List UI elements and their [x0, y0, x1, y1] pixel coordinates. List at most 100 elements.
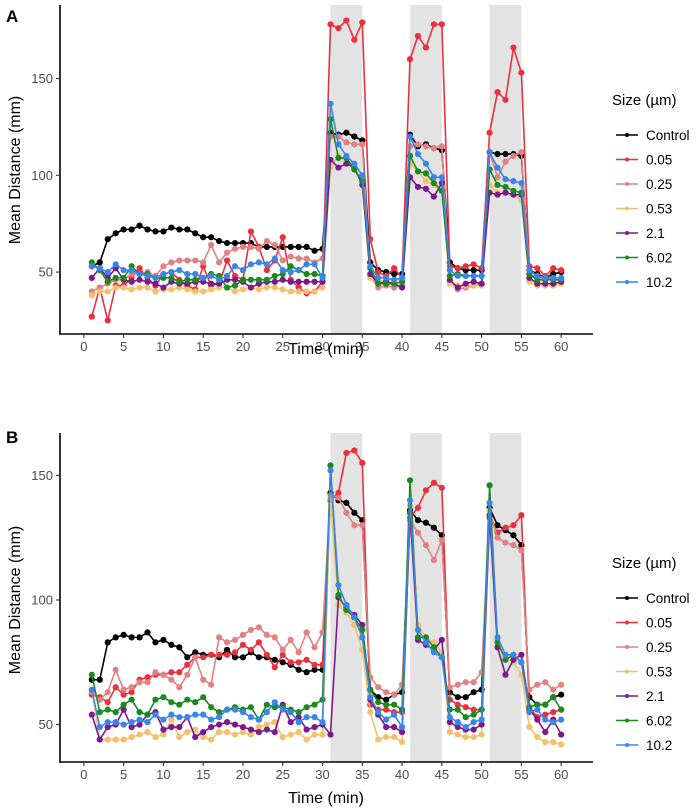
data-point — [454, 706, 461, 713]
data-point — [223, 646, 231, 653]
data-point — [192, 257, 199, 264]
data-point — [287, 253, 294, 260]
data-point — [359, 172, 366, 179]
data-point — [136, 709, 143, 716]
data-point — [184, 654, 191, 661]
data-point — [192, 699, 199, 706]
data-point — [231, 706, 239, 713]
data-point — [558, 706, 565, 713]
data-point — [128, 278, 135, 285]
data-point — [255, 716, 262, 723]
data-point — [255, 259, 262, 266]
data-point — [542, 728, 549, 736]
x-tick-label: 40 — [395, 767, 409, 782]
data-point — [88, 313, 95, 320]
data-point — [359, 634, 366, 641]
data-point — [502, 183, 509, 191]
data-point — [510, 651, 517, 658]
data-point — [263, 276, 270, 283]
data-point — [470, 706, 477, 713]
data-point — [422, 44, 430, 51]
legend-marker — [625, 206, 629, 211]
data-point — [168, 224, 175, 231]
data-point — [255, 245, 262, 252]
data-point — [168, 268, 175, 276]
data-point — [223, 639, 231, 646]
data-point — [454, 272, 461, 280]
data-point — [478, 716, 485, 723]
legend-marker — [625, 231, 629, 235]
data-point — [303, 261, 310, 268]
data-point — [239, 286, 247, 293]
legend-marker — [625, 718, 629, 723]
data-point — [414, 141, 422, 148]
legend-label: 0.25 — [646, 640, 672, 655]
panel-a-legend: Size (µm) Control 0.05 0.25 0.53 2.1 6.02 10.2 — [612, 92, 690, 290]
data-point — [168, 641, 175, 648]
data-point — [200, 288, 207, 295]
data-point — [216, 238, 223, 245]
data-point — [391, 711, 398, 718]
data-point — [104, 724, 111, 731]
data-point — [351, 522, 358, 529]
data-point — [383, 696, 390, 703]
data-point — [144, 284, 151, 291]
data-point — [414, 168, 422, 175]
data-point — [247, 626, 255, 634]
data-point — [120, 691, 127, 698]
data-point — [223, 651, 231, 658]
data-point — [391, 276, 398, 283]
data-point — [550, 719, 557, 726]
data-point — [120, 721, 127, 728]
data-point — [414, 529, 422, 536]
data-point — [367, 263, 374, 270]
data-point — [414, 626, 422, 634]
legend-label: 10.2 — [646, 738, 672, 753]
data-point — [343, 449, 350, 457]
data-point — [359, 141, 366, 148]
data-point — [414, 517, 422, 524]
data-point — [375, 699, 382, 706]
data-point — [112, 274, 119, 281]
data-point — [168, 274, 175, 281]
data-point — [112, 261, 119, 268]
data-point — [311, 247, 318, 254]
legend-label: Control — [646, 591, 690, 606]
panel-a-y-axis-title: Mean Distance (mm) — [7, 96, 24, 244]
data-point — [287, 719, 294, 726]
data-point — [176, 226, 183, 233]
data-point — [287, 263, 294, 270]
data-point — [383, 733, 390, 741]
legend-label: 0.05 — [646, 153, 672, 168]
data-point — [414, 634, 422, 641]
data-point — [311, 661, 318, 668]
data-point — [247, 243, 255, 251]
data-point — [231, 239, 239, 247]
data-point — [502, 539, 509, 546]
data-point — [168, 724, 175, 731]
data-point — [558, 691, 565, 698]
data-point — [88, 686, 95, 693]
data-point — [263, 701, 270, 708]
data-point — [200, 654, 207, 661]
data-point — [335, 141, 342, 148]
data-point — [192, 711, 199, 718]
data-point — [168, 716, 175, 723]
data-point — [430, 21, 437, 28]
data-point — [438, 636, 445, 643]
data-point — [88, 274, 95, 281]
data-point — [494, 88, 501, 96]
data-point — [534, 272, 541, 280]
data-point — [144, 272, 151, 280]
data-point — [271, 664, 278, 671]
data-point — [470, 733, 477, 741]
data-point — [462, 724, 469, 731]
x-tick-label: 55 — [514, 767, 528, 782]
data-point — [518, 659, 525, 666]
data-point — [359, 459, 366, 467]
data-point — [510, 44, 517, 51]
data-point — [192, 230, 199, 237]
data-point — [239, 709, 247, 716]
data-point — [470, 719, 477, 726]
data-point — [414, 150, 422, 158]
